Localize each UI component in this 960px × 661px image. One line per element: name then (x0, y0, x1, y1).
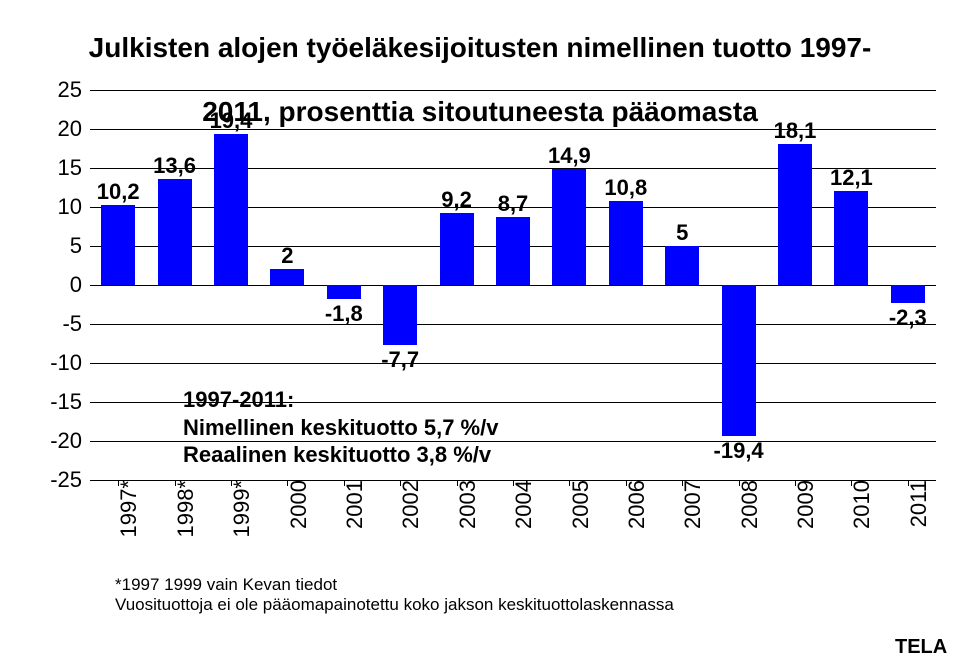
value-label: 2 (281, 243, 293, 269)
value-label: -1,8 (325, 301, 363, 327)
bar (778, 144, 812, 285)
x-tick-label: 2004 (503, 480, 537, 529)
value-label: 18,1 (774, 118, 817, 144)
bar (496, 217, 530, 285)
bar (722, 285, 756, 436)
grid-line (90, 363, 936, 364)
y-tick-label: -25 (50, 467, 90, 493)
grid-line (90, 324, 936, 325)
footnote-line1: *1997 1999 vain Kevan tiedot (115, 575, 674, 595)
x-tick-label: 2010 (841, 480, 875, 529)
plot-area: 2520151050-5-10-15-20-2510,21997*13,6199… (90, 90, 936, 480)
value-label: 19,4 (210, 108, 253, 134)
y-tick-label: 25 (58, 77, 90, 103)
x-tick-label: 2003 (447, 480, 481, 529)
annotation-box: 1997-2011: Nimellinen keskituotto 5,7 %/… (183, 386, 498, 469)
value-label: 13,6 (153, 153, 196, 179)
bar (440, 213, 474, 285)
x-tick-label: 1999* (221, 480, 255, 538)
bar (158, 179, 192, 285)
y-tick-label: -10 (50, 350, 90, 376)
footnotes: *1997 1999 vain Kevan tiedot Vuosituotto… (115, 575, 674, 615)
y-tick-label: 0 (70, 272, 90, 298)
y-tick-label: 10 (58, 194, 90, 220)
x-tick-label: 2011 (898, 480, 932, 527)
x-tick-label: 2002 (390, 480, 424, 529)
value-label: 10,2 (97, 179, 140, 205)
value-label: -19,4 (714, 438, 764, 464)
x-tick-label: 2007 (672, 480, 706, 529)
y-tick-label: 20 (58, 116, 90, 142)
bar (270, 269, 304, 285)
value-label: 10,8 (604, 175, 647, 201)
x-tick-label: 2005 (560, 480, 594, 529)
bar (101, 205, 135, 285)
page: { "title": { "line1": "Julkisten alojen … (0, 0, 960, 661)
bar (383, 285, 417, 345)
value-label: 5 (676, 220, 688, 246)
value-label: 8,7 (498, 191, 529, 217)
value-label: 9,2 (441, 187, 472, 213)
bar (214, 134, 248, 285)
bar (552, 169, 586, 285)
chart-title-line1: Julkisten alojen työeläkesijoitusten nim… (89, 32, 872, 63)
bar (327, 285, 361, 299)
x-tick-label: 2006 (616, 480, 650, 529)
y-tick-label: -20 (50, 428, 90, 454)
value-label: 14,9 (548, 143, 591, 169)
y-tick-label: 5 (70, 233, 90, 259)
bar-chart: 2520151050-5-10-15-20-2510,21997*13,6199… (90, 90, 936, 480)
bar (609, 201, 643, 285)
grid-line (90, 285, 936, 286)
bar (665, 246, 699, 285)
x-tick-label: 2001 (334, 480, 368, 529)
x-tick-label: 2009 (785, 480, 819, 529)
value-label: -7,7 (381, 347, 419, 373)
x-tick-label: 2008 (729, 480, 763, 529)
footnote-line2: Vuosituottoja ei ole pääomapainotettu ko… (115, 595, 674, 615)
brand-label: TELA (895, 636, 947, 659)
grid-line (90, 90, 936, 91)
x-tick-label: 1997* (108, 480, 142, 538)
y-tick-label: -15 (50, 389, 90, 415)
value-label: -2,3 (889, 305, 927, 331)
bar (834, 191, 868, 285)
x-tick-label: 2000 (278, 480, 312, 529)
y-tick-label: 15 (58, 155, 90, 181)
y-tick-label: -5 (62, 311, 90, 337)
value-label: 12,1 (830, 165, 873, 191)
x-tick-label: 1998* (165, 480, 199, 538)
bar (891, 285, 925, 303)
